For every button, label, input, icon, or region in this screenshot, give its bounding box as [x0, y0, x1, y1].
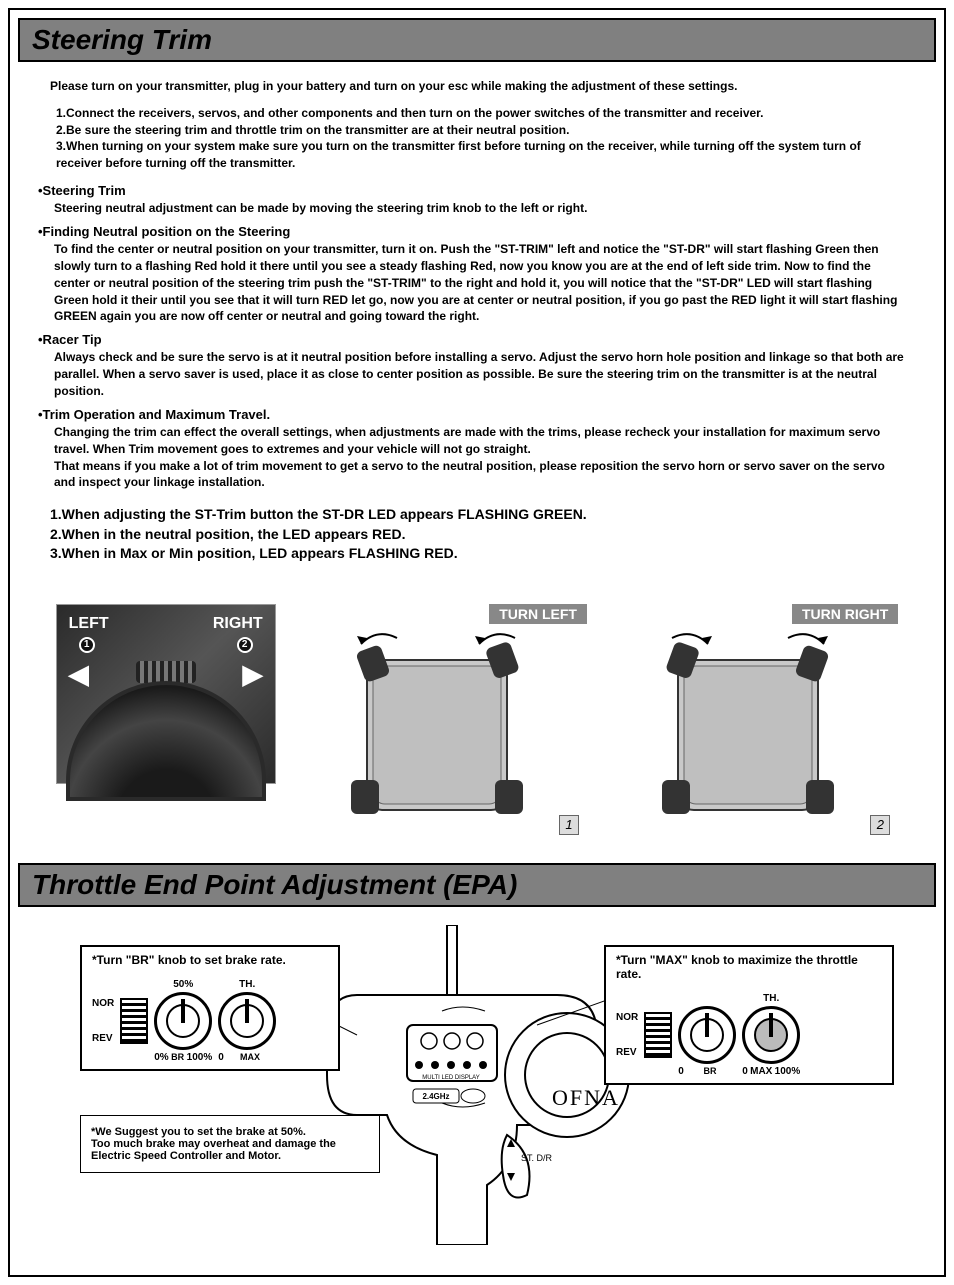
max-panel: NOR REV 0 BR TH. 0	[616, 993, 882, 1077]
trim-circle-2: 2	[237, 637, 253, 653]
section-steering-trim-title: Steering Trim	[32, 24, 922, 56]
br-dial-col-2: 0 BR	[678, 993, 736, 1077]
trim-left-label: LEFT	[69, 615, 109, 633]
th-dial-col-left: TH. 0 MAX	[218, 979, 276, 1063]
brake-note: *We Suggest you to set the brake at 50%.…	[80, 1115, 380, 1173]
br-dial-icon	[154, 992, 212, 1050]
led-summary: 1.When adjusting the ST-Trim button the …	[50, 505, 904, 564]
intro-steps: 1.Connect the receivers, servos, and oth…	[56, 105, 904, 172]
th-0-label: 0	[218, 1052, 224, 1063]
arrow-left-icon: ◀	[69, 659, 89, 690]
section-epa-title-text: Throttle End Point Adjustment (EPA)	[32, 869, 517, 900]
section-epa-title: Throttle End Point Adjustment (EPA)	[32, 869, 922, 901]
multi-led-label: MULTI LED DISPLAY	[422, 1075, 479, 1081]
turn-right-label: TURN RIGHT	[792, 604, 898, 624]
th2-100-label: 100%	[775, 1066, 801, 1077]
th-label-right: TH.	[763, 993, 779, 1004]
sub-racer-tip-body: Always check and be sure the servo is at…	[54, 349, 904, 399]
br-panel: NOR REV 50% 0% BR 100% TH.	[92, 979, 328, 1063]
nor-label: NOR	[92, 998, 114, 1009]
th2-max-label: MAX	[750, 1066, 772, 1077]
br-callout: *Turn "BR" knob to set brake rate. NOR R…	[80, 945, 340, 1071]
br-dial-2-icon	[678, 1006, 736, 1064]
th-dial-col-right: TH. 0 MAX 100%	[742, 993, 800, 1077]
br-0-label: 0%	[154, 1052, 168, 1063]
brake-note-text: *We Suggest you to set the brake at 50%.…	[91, 1126, 369, 1162]
th-dial-right-icon	[742, 1006, 800, 1064]
arrow-right-icon: ▶	[243, 659, 263, 690]
th2-0-label: 0	[742, 1066, 748, 1077]
page-frame: Steering Trim Please turn on your transm…	[8, 8, 946, 1277]
chassis-right-icon	[638, 630, 858, 830]
stdr-label: ST. D/R	[521, 1153, 553, 1163]
steering-wheel-icon	[66, 681, 266, 801]
br2-br-label: BR	[704, 1066, 717, 1077]
nor-rev-switch-2-icon	[644, 1012, 672, 1058]
nor-rev-switch-icon	[120, 998, 148, 1044]
intro-step-2: 2.Be sure the steering trim and throttle…	[56, 122, 904, 139]
sub-finding-neutral-head: •Finding Neutral position on the Steerin…	[38, 223, 904, 241]
intro-step-3: 3.When turning on your system make sure …	[56, 138, 904, 172]
chassis-left-icon	[327, 630, 547, 830]
th-label-left: TH.	[239, 979, 255, 990]
chassis-fig-1: 1	[559, 815, 579, 835]
led-summary-3: 3.When in Max or Min position, LED appea…	[50, 544, 904, 564]
rev-label: REV	[92, 1033, 114, 1044]
sub-racer-tip-head: •Racer Tip	[38, 331, 904, 349]
section-steering-trim-body: Please turn on your transmitter, plug in…	[10, 70, 944, 604]
br-100-label: 100%	[187, 1052, 213, 1063]
rev-label-2: REV	[616, 1047, 638, 1058]
br-callout-text: *Turn "BR" knob to set brake rate.	[92, 953, 328, 967]
max-callout: *Turn "MAX" knob to maximize the throttl…	[604, 945, 894, 1085]
br2-0-label: 0	[678, 1066, 684, 1077]
max-switch-labels: NOR REV	[616, 1012, 638, 1058]
br-switch-labels: NOR REV	[92, 998, 114, 1044]
epa-figure-area: *Turn "BR" knob to set brake rate. NOR R…	[10, 915, 944, 1275]
section-steering-trim-header: Steering Trim	[18, 18, 936, 62]
max-callout-text: *Turn "MAX" knob to maximize the throttl…	[616, 953, 882, 981]
chassis-turn-left: TURN LEFT 1	[327, 604, 587, 835]
intro-text: Please turn on your transmitter, plug in…	[50, 78, 904, 95]
brand-label: OFNA	[552, 1085, 620, 1110]
trim-knob-photo: LEFT RIGHT 1 2 ◀ ▶	[56, 604, 276, 784]
nor-label-2: NOR	[616, 1012, 638, 1023]
br-br-label: BR	[171, 1052, 184, 1063]
intro-step-1: 1.Connect the receivers, servos, and oth…	[56, 105, 904, 122]
sub-trim-op-head: •Trim Operation and Maximum Travel.	[38, 406, 904, 424]
sub-finding-neutral-body: To find the center or neutral position o…	[54, 241, 904, 325]
trim-knob-icon	[136, 661, 196, 683]
sub-steering-trim-head: •Steering Trim	[38, 182, 904, 200]
steering-figure-row: LEFT RIGHT 1 2 ◀ ▶ TURN LEFT	[10, 604, 944, 855]
freq-label: 2.4GHz	[422, 1092, 449, 1101]
th-dial-left-icon	[218, 992, 276, 1050]
trim-circle-1: 1	[79, 637, 95, 653]
section-epa-header: Throttle End Point Adjustment (EPA)	[18, 863, 936, 907]
br-50-label: 50%	[173, 979, 193, 990]
turn-left-label: TURN LEFT	[489, 604, 587, 624]
sub-steering-trim-body: Steering neutral adjustment can be made …	[54, 200, 904, 217]
chassis-turn-right: TURN RIGHT 2	[638, 604, 898, 835]
led-summary-2: 2.When in the neutral position, the LED …	[50, 525, 904, 545]
sub-trim-op-body: Changing the trim can effect the overall…	[54, 424, 904, 491]
led-summary-1: 1.When adjusting the ST-Trim button the …	[50, 505, 904, 525]
trim-right-label: RIGHT	[213, 615, 263, 633]
th-max-label: MAX	[240, 1052, 260, 1063]
chassis-fig-2: 2	[870, 815, 890, 835]
br-dial-col: 50% 0% BR 100%	[154, 979, 212, 1063]
